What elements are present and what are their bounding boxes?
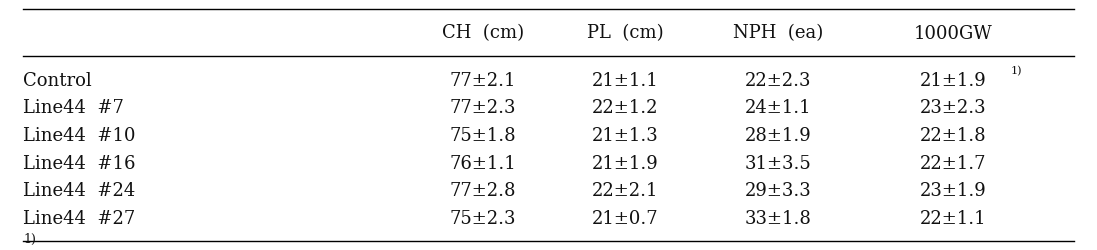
Text: 22±1.8: 22±1.8: [920, 127, 986, 145]
Text: Line44  #16: Line44 #16: [23, 154, 136, 172]
Text: 77±2.8: 77±2.8: [450, 182, 516, 200]
Text: Line44  #24: Line44 #24: [23, 182, 136, 200]
Text: 29±3.3: 29±3.3: [745, 182, 812, 200]
Text: 1): 1): [1010, 66, 1021, 76]
Text: 1): 1): [23, 233, 36, 246]
Text: Line44  #10: Line44 #10: [23, 127, 136, 145]
Text: 21±0.7: 21±0.7: [591, 210, 658, 228]
Text: Control: Control: [23, 72, 92, 90]
Text: 23±2.3: 23±2.3: [920, 99, 986, 117]
Text: 75±1.8: 75±1.8: [450, 127, 517, 145]
Text: 77±2.3: 77±2.3: [450, 99, 516, 117]
Text: 22±1.1: 22±1.1: [920, 210, 986, 228]
Text: 22±2.1: 22±2.1: [592, 182, 658, 200]
Text: 21±1.9: 21±1.9: [920, 72, 986, 90]
Text: NPH  (ea): NPH (ea): [733, 24, 824, 42]
Text: 23±1.9: 23±1.9: [920, 182, 986, 200]
Text: CH  (cm): CH (cm): [442, 24, 524, 42]
Text: 21±1.3: 21±1.3: [591, 127, 658, 145]
Text: PL  (cm): PL (cm): [587, 24, 664, 42]
Text: 33±1.8: 33±1.8: [745, 210, 812, 228]
Text: 76±1.1: 76±1.1: [450, 154, 517, 172]
Text: Line44  #27: Line44 #27: [23, 210, 136, 228]
Text: 1000GW: 1000GW: [914, 24, 993, 42]
Text: Line44  #7: Line44 #7: [23, 99, 124, 117]
Text: 22±1.7: 22±1.7: [920, 154, 986, 172]
Text: 21±1.1: 21±1.1: [591, 72, 658, 90]
Text: 22±2.3: 22±2.3: [745, 72, 812, 90]
Text: 21±1.9: 21±1.9: [591, 154, 658, 172]
Text: 28±1.9: 28±1.9: [745, 127, 812, 145]
Text: 24±1.1: 24±1.1: [745, 99, 812, 117]
Text: 75±2.3: 75±2.3: [450, 210, 516, 228]
Text: 31±3.5: 31±3.5: [745, 154, 812, 172]
Text: 77±2.1: 77±2.1: [450, 72, 516, 90]
Text: 22±1.2: 22±1.2: [592, 99, 658, 117]
